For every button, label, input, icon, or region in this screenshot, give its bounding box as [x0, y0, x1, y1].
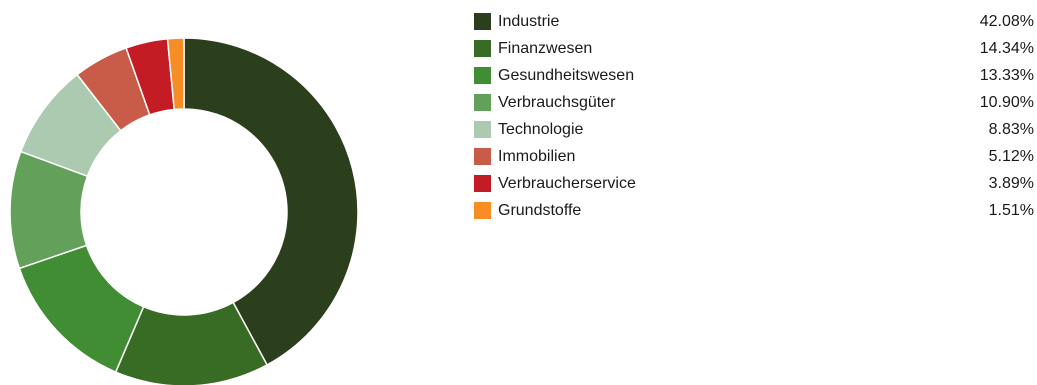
legend-swatch [474, 94, 491, 111]
donut-slice-grundstoffe [166, 37, 185, 111]
legend-value: 10.90% [979, 94, 1034, 111]
legend-swatch [474, 175, 491, 192]
legend-item-industrie: Industrie 42.08% [474, 8, 1037, 35]
legend-label: Finanzwesen [498, 40, 593, 57]
legend-value: 5.12% [988, 148, 1034, 165]
legend-swatch [474, 67, 491, 84]
legend-label: Industrie [498, 13, 560, 30]
legend-label: Immobilien [498, 148, 576, 165]
donut-chart-svg [9, 37, 359, 385]
legend-swatch [474, 40, 491, 57]
legend-value: 3.89% [988, 175, 1034, 192]
legend-swatch [474, 121, 491, 138]
legend-item-grundstoffe: Grundstoffe 1.51% [474, 197, 1037, 224]
chart-legend: Industrie 42.08% Finanzwesen 14.34% Gesu… [474, 8, 1037, 224]
legend-label: Verbraucherservice [498, 175, 636, 192]
legend-swatch [474, 148, 491, 165]
legend-value: 42.08% [979, 13, 1034, 30]
legend-label: Gesundheitswesen [498, 67, 635, 84]
legend-value: 1.51% [988, 202, 1034, 219]
legend-value: 14.34% [979, 40, 1034, 57]
legend-label: Technologie [498, 121, 584, 138]
legend-item-verbraucherservice: Verbraucherservice 3.89% [474, 170, 1037, 197]
legend-item-verbrauchsgueter: Verbrauchsgüter 10.90% [474, 89, 1037, 116]
legend-item-immobilien: Immobilien 5.12% [474, 143, 1037, 170]
legend-value: 13.33% [979, 67, 1034, 84]
legend-label: Grundstoffe [498, 202, 582, 219]
legend-value: 8.83% [988, 121, 1034, 138]
legend-label: Verbrauchsgüter [498, 94, 616, 111]
legend-swatch [474, 202, 491, 219]
legend-item-technologie: Technologie 8.83% [474, 116, 1037, 143]
legend-item-gesundheitswesen: Gesundheitswesen 13.33% [474, 62, 1037, 89]
donut-slice-industrie [183, 37, 359, 366]
donut-chart [0, 0, 380, 385]
legend-swatch [474, 13, 491, 30]
legend-item-finanzwesen: Finanzwesen 14.34% [474, 35, 1037, 62]
